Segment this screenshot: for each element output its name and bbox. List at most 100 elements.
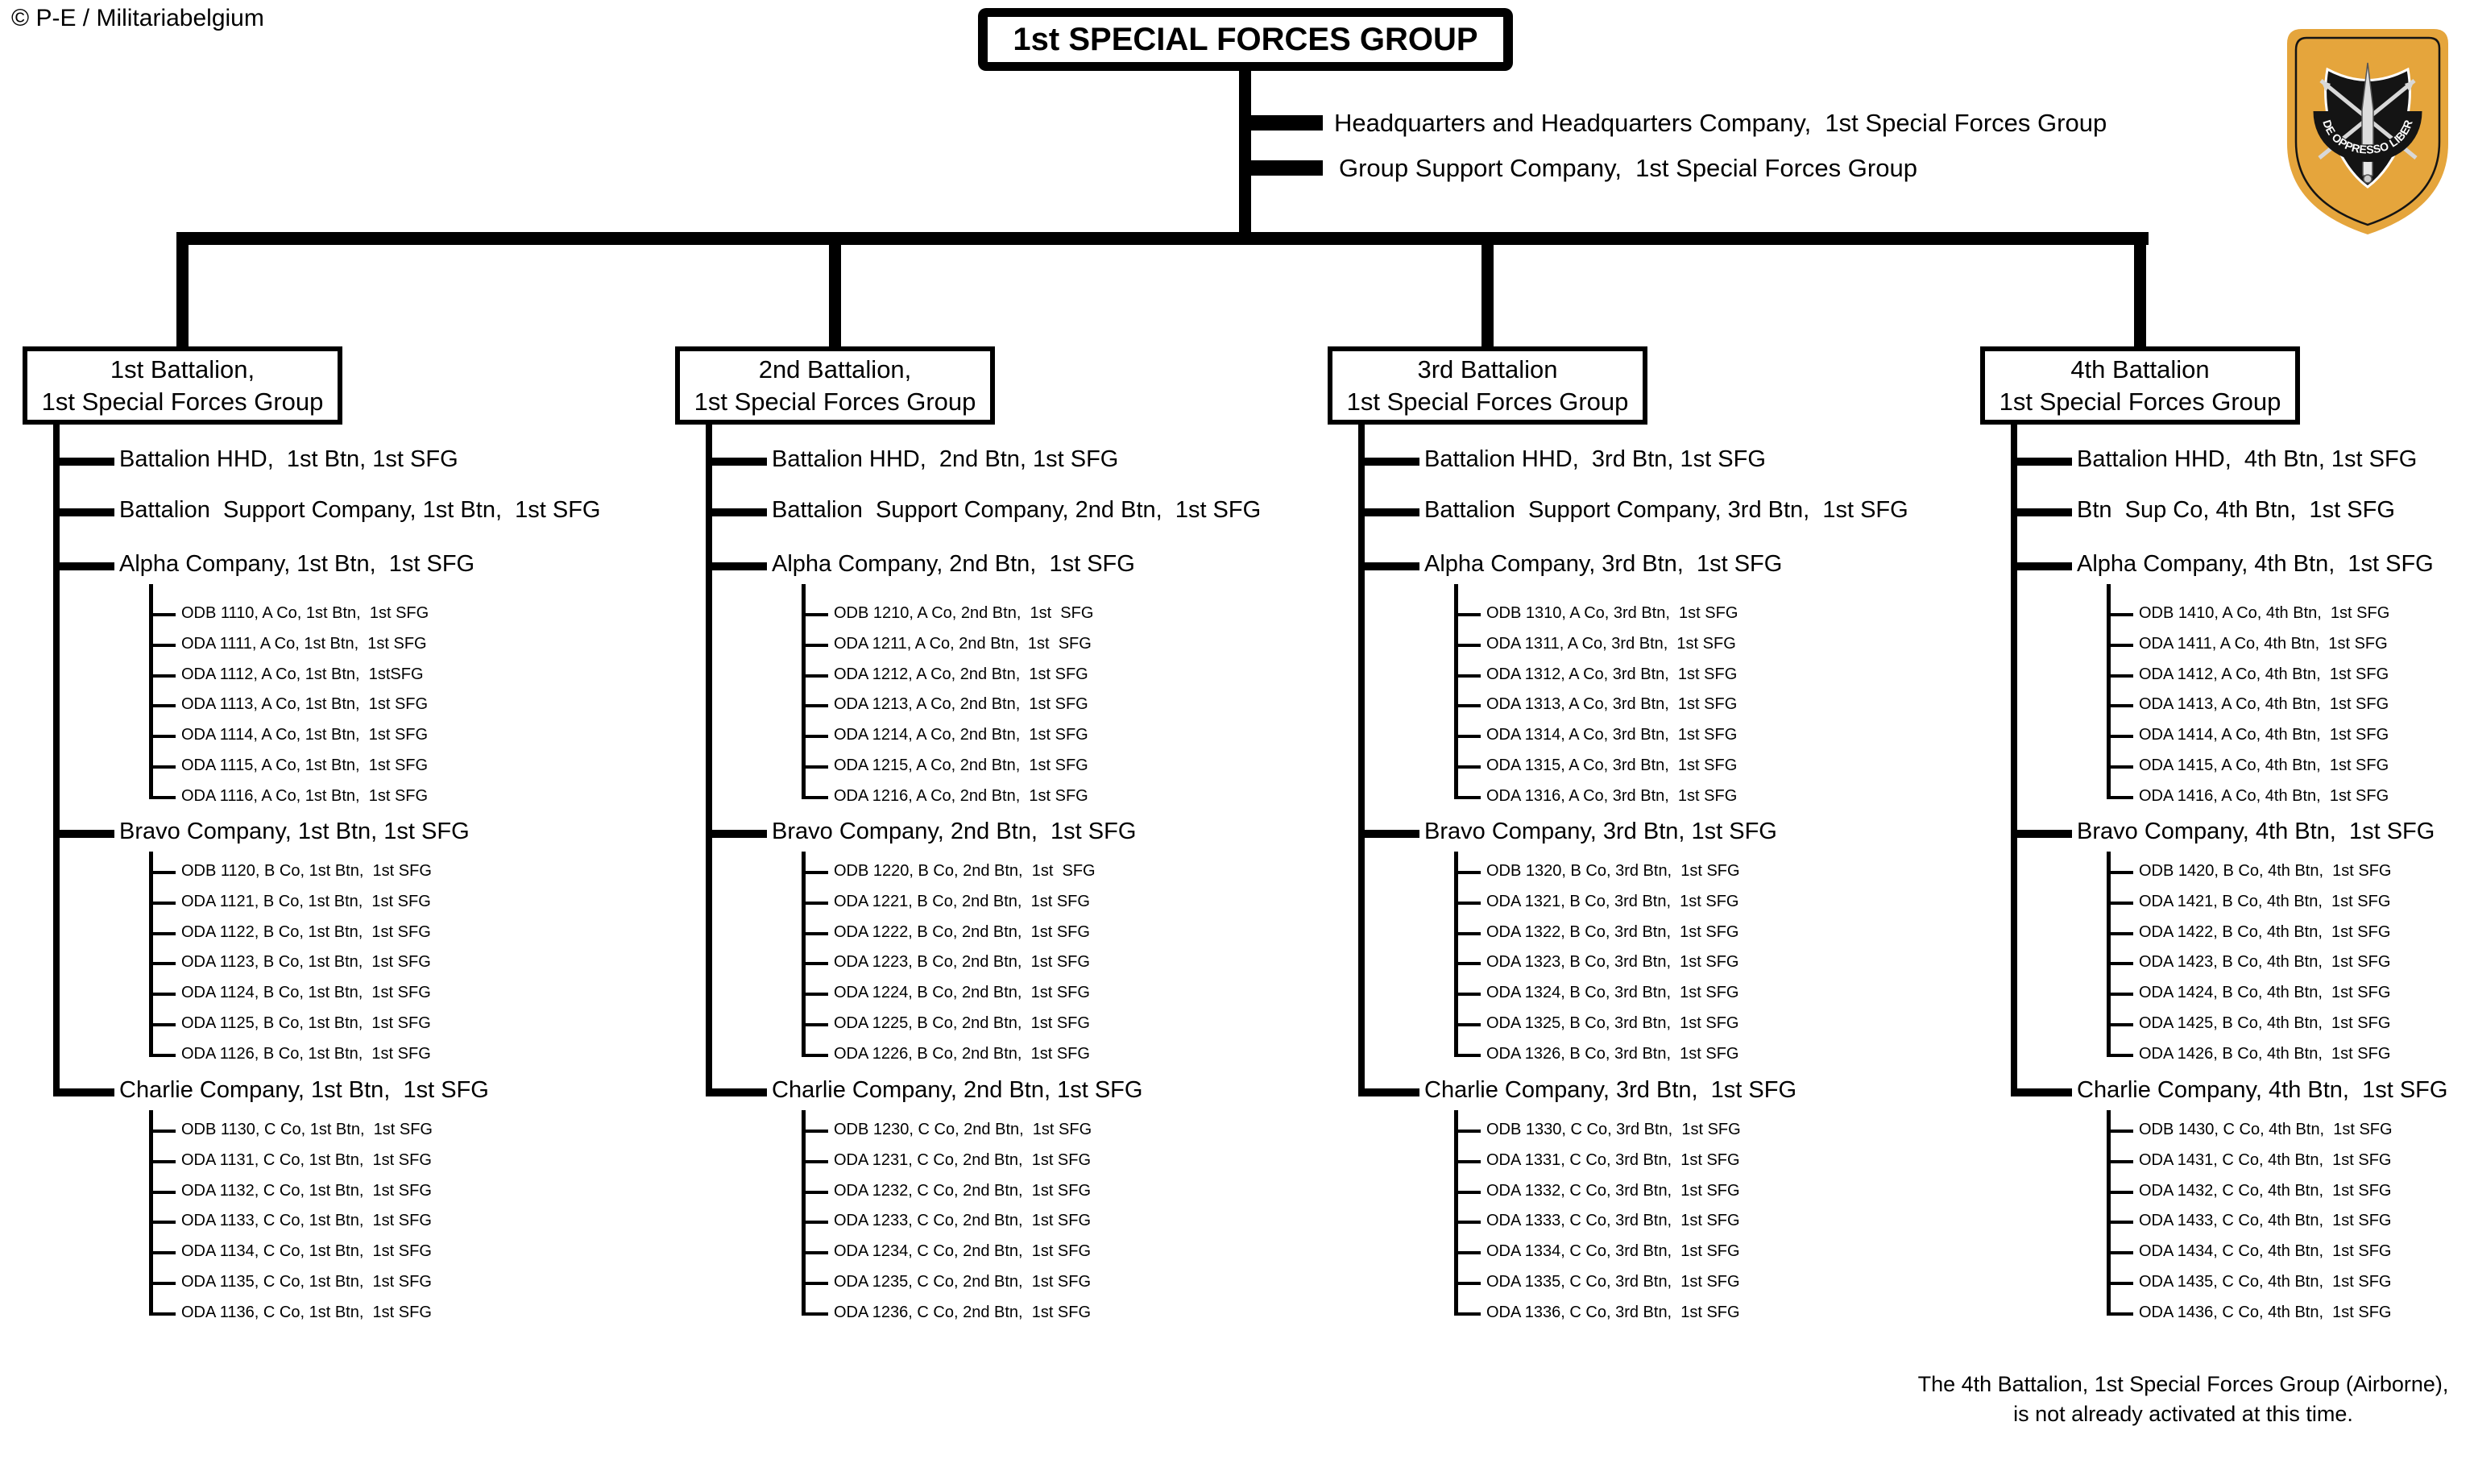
team-tick xyxy=(149,1023,176,1026)
team-label: ODA 1426, B Co, 4th Btn, 1st SFG xyxy=(2139,1044,2391,1063)
team-label: ODA 1135, C Co, 1st Btn, 1st SFG xyxy=(181,1273,432,1291)
company-label: Charlie Company, 4th Btn, 1st SFG xyxy=(2077,1077,2448,1103)
note-line: is not already activated at this time. xyxy=(2013,1402,2353,1426)
team-label: ODA 1236, C Co, 2nd Btn, 1st SFG xyxy=(834,1303,1092,1321)
team-tick xyxy=(2107,704,2133,708)
team-vertical-line xyxy=(2107,584,2111,799)
team-label: ODA 1413, A Co, 4th Btn, 1st SFG xyxy=(2139,695,2389,714)
team-tick xyxy=(802,643,828,647)
team-label: ODA 1321, B Co, 3rd Btn, 1st SFG xyxy=(1486,892,1739,910)
team-label: ODA 1315, A Co, 3rd Btn, 1st SFG xyxy=(1486,757,1738,774)
team-label: ODB 1320, B Co, 3rd Btn, 1st SFG xyxy=(1486,862,1740,880)
team-tick xyxy=(149,1221,176,1225)
team-tick xyxy=(1454,613,1481,616)
team-label: ODA 1212, A Co, 2nd Btn, 1st SFG xyxy=(834,665,1088,683)
team-tick xyxy=(2107,1159,2133,1163)
team-tick xyxy=(2107,993,2133,997)
team-label: ODA 1211, A Co, 2nd Btn, 1st SFG xyxy=(834,634,1092,653)
team-label: ODA 1415, A Co, 4th Btn, 1st SFG xyxy=(2139,757,2389,774)
flash-inner-outline xyxy=(2294,36,2441,226)
team-tick xyxy=(1454,1251,1481,1255)
company-tick xyxy=(1358,830,1419,838)
company-tick xyxy=(706,458,767,466)
team-tick xyxy=(2107,1251,2133,1255)
team-tick xyxy=(1454,901,1481,905)
company-label: Charlie Company, 3rd Btn, 1st SFG xyxy=(1424,1077,1797,1103)
battalion-box-line: 3rd Battalion xyxy=(1417,354,1558,383)
team-tick xyxy=(1454,962,1481,966)
team-tick xyxy=(149,765,176,769)
team-label: ODA 1424, B Co, 4th Btn, 1st SFG xyxy=(2139,984,2391,1002)
team-tick xyxy=(802,674,828,678)
team-tick xyxy=(802,735,828,739)
team-vertical-line xyxy=(802,584,806,799)
company-tick xyxy=(1358,508,1419,516)
team-label: ODA 1223, B Co, 2nd Btn, 1st SFG xyxy=(834,953,1090,972)
team-label: ODA 1314, A Co, 3rd Btn, 1st SFG xyxy=(1486,726,1738,744)
gsc-unit-label: Group Support Company, 1st Special Force… xyxy=(1339,154,1917,182)
team-tick xyxy=(2107,795,2133,799)
team-tick xyxy=(149,1312,176,1316)
battalion-vertical-line xyxy=(706,425,712,1096)
battalion-column: 1st Battalion, 1st Special Forces Group Ba… xyxy=(23,0,675,1484)
team-tick xyxy=(1454,735,1481,739)
team-tick xyxy=(1454,871,1481,874)
team-vertical-line xyxy=(149,852,153,1057)
team-tick xyxy=(802,1251,828,1255)
team-tick xyxy=(1454,931,1481,935)
team-tick xyxy=(1454,1312,1481,1316)
company-label: Bravo Company, 2nd Btn, 1st SFG xyxy=(772,819,1137,844)
team-vertical-line xyxy=(149,584,153,799)
team-label: ODA 1421, B Co, 4th Btn, 1st SFG xyxy=(2139,892,2391,910)
team-label: ODA 1231, C Co, 2nd Btn, 1st SFG xyxy=(834,1150,1092,1169)
battalion-stub xyxy=(2134,238,2146,351)
team-label: ODB 1210, A Co, 2nd Btn, 1st SFG xyxy=(834,604,1094,622)
team-label: ODA 1136, C Co, 1st Btn, 1st SFG xyxy=(181,1303,432,1321)
team-label: ODB 1110, A Co, 1st Btn, 1st SFG xyxy=(181,604,429,622)
team-tick xyxy=(2107,643,2133,647)
team-tick xyxy=(149,931,176,935)
company-tick xyxy=(53,562,114,570)
team-label: ODA 1325, B Co, 3rd Btn, 1st SFG xyxy=(1486,1014,1739,1032)
battalion-box-line: 2nd Battalion, xyxy=(758,354,912,383)
team-tick xyxy=(2107,1312,2133,1316)
team-label: ODB 1410, A Co, 4th Btn, 1st SFG xyxy=(2139,604,2390,622)
team-tick xyxy=(802,795,828,799)
team-label: ODA 1425, B Co, 4th Btn, 1st SFG xyxy=(2139,1014,2391,1032)
team-tick xyxy=(149,613,176,616)
team-label: ODA 1423, B Co, 4th Btn, 1st SFG xyxy=(2139,953,2391,972)
team-tick xyxy=(1454,704,1481,708)
team-tick xyxy=(1454,1159,1481,1163)
team-label: ODA 1215, A Co, 2nd Btn, 1st SFG xyxy=(834,757,1088,774)
battalion-stub xyxy=(176,238,189,351)
team-label: ODA 1133, C Co, 1st Btn, 1st SFG xyxy=(181,1212,432,1230)
battalion-box-line: 1st Special Forces Group xyxy=(1346,387,1629,416)
team-label: ODA 1416, A Co, 4th Btn, 1st SFG xyxy=(2139,786,2389,805)
company-tick xyxy=(706,1088,767,1096)
team-tick xyxy=(1454,1190,1481,1194)
sf-crest: DE OPPRESSO LIBER xyxy=(2313,62,2422,189)
team-tick xyxy=(149,704,176,708)
team-tick xyxy=(1454,674,1481,678)
team-tick xyxy=(2107,962,2133,966)
team-tick xyxy=(2107,1221,2133,1225)
team-tick xyxy=(149,993,176,997)
copyright-label: © P-E / Militariabelgium xyxy=(11,5,264,31)
team-tick xyxy=(149,735,176,739)
company-label: Alpha Company, 3rd Btn, 1st SFG xyxy=(1424,551,1783,577)
team-tick xyxy=(2107,871,2133,874)
team-tick xyxy=(802,1282,828,1285)
team-label: ODA 1115, A Co, 1st Btn, 1st SFG xyxy=(181,757,429,774)
team-tick xyxy=(149,1251,176,1255)
team-tick xyxy=(149,962,176,966)
team-tick xyxy=(149,1190,176,1194)
team-label: ODA 1112, A Co, 1st Btn, 1stSFG xyxy=(181,665,424,683)
company-label: Battalion HHD, 4th Btn, 1st SFG xyxy=(2077,446,2418,472)
team-label: ODA 1124, B Co, 1st Btn, 1st SFG xyxy=(181,984,431,1002)
team-label: ODA 1131, C Co, 1st Btn, 1st SFG xyxy=(181,1150,432,1169)
company-tick xyxy=(2011,562,2072,570)
team-tick xyxy=(2107,765,2133,769)
team-tick xyxy=(2107,735,2133,739)
team-label: ODA 1412, A Co, 4th Btn, 1st SFG xyxy=(2139,665,2389,683)
team-tick xyxy=(149,795,176,799)
